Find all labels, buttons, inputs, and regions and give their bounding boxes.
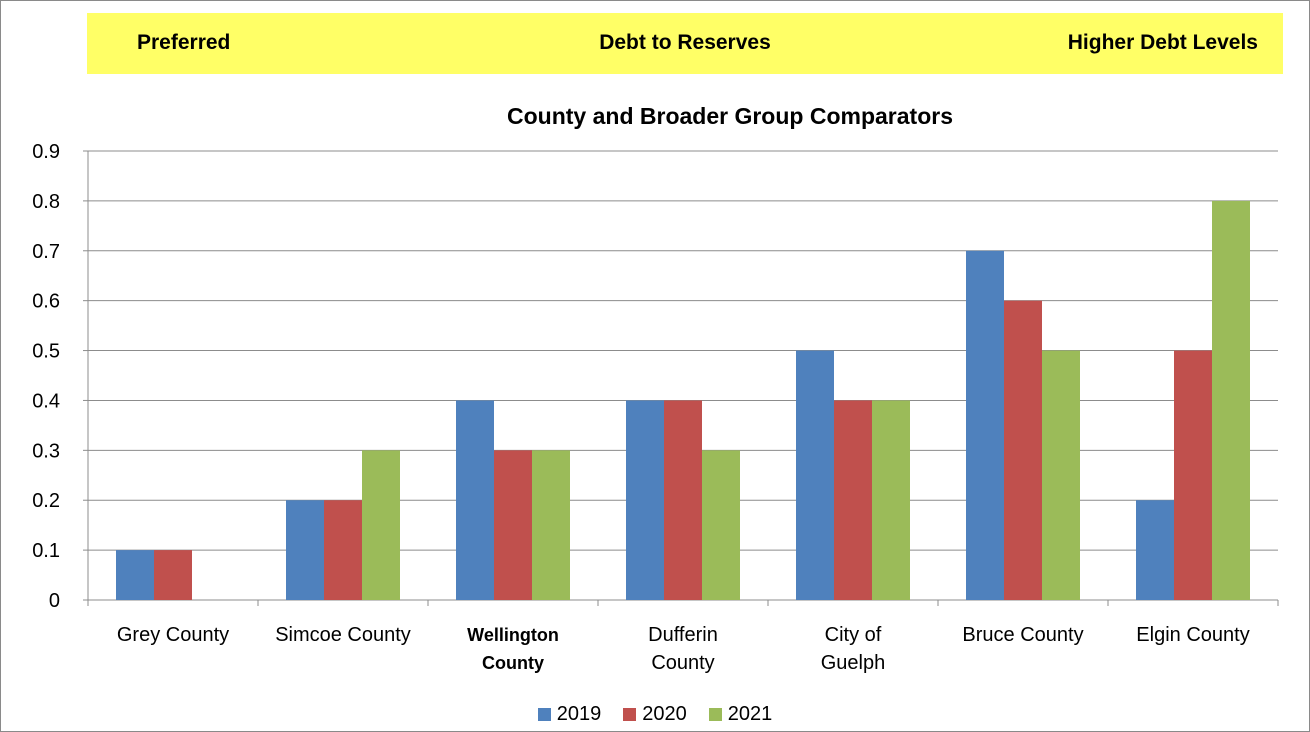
bar-2020 (154, 550, 192, 600)
legend-label-2021: 2021 (727, 703, 773, 725)
bar-2019 (626, 400, 664, 600)
bar-2019 (1136, 500, 1174, 600)
bar-2020 (324, 500, 362, 600)
y-tick-label: 0.8 (32, 191, 60, 213)
chart-title: County and Broader Group Comparators (507, 103, 953, 129)
y-tick-label: 0.2 (32, 490, 60, 512)
y-tick-label: 0.1 (32, 540, 60, 562)
bar-2020 (1004, 300, 1042, 600)
bar-2021 (1212, 200, 1250, 600)
bar-2021 (702, 450, 740, 600)
legend-label-2019: 2019 (556, 703, 602, 725)
legend-swatch-2019 (537, 708, 551, 721)
y-tick-label: 0.4 (32, 390, 60, 412)
x-tick-label: Simcoe County (275, 624, 411, 646)
bar-2019 (116, 550, 154, 600)
x-tick-label: County (482, 653, 544, 673)
legend-item-2021: 2021 (708, 703, 773, 726)
legend-swatch-2021 (708, 708, 722, 721)
bar-2019 (796, 350, 834, 600)
bar-2019 (456, 400, 494, 600)
banner-center-label: Debt to Reserves (599, 31, 771, 54)
y-tick-label: 0.6 (32, 291, 60, 313)
y-tick-label: 0.5 (32, 341, 60, 363)
banner-right-label: Higher Debt Levels (1067, 31, 1258, 54)
x-tick-label: City of (825, 624, 882, 646)
bar-2020 (494, 450, 532, 600)
x-tick-label: County (651, 652, 714, 674)
legend-label-2020: 2020 (642, 703, 687, 725)
bar-2019 (966, 250, 1004, 600)
bar-2021 (532, 450, 570, 600)
legend-swatch-2020 (623, 708, 637, 721)
y-tick-label: 0 (49, 590, 60, 612)
bar-2019 (286, 500, 324, 600)
bar-2020 (664, 400, 702, 600)
x-tick-label: Elgin County (1136, 624, 1249, 646)
banner-left-label: Preferred (137, 31, 231, 54)
bar-2021 (362, 450, 400, 600)
legend-item-2020: 2020 (623, 703, 687, 726)
bar-2021 (1042, 350, 1080, 600)
x-tick-label: Grey County (117, 624, 229, 646)
y-tick-label: 0.7 (32, 241, 60, 263)
legend-item-2019: 2019 (537, 703, 602, 726)
x-tick-label: Bruce County (962, 624, 1083, 646)
bar-2020 (834, 400, 872, 600)
y-tick-label: 0.9 (32, 141, 60, 163)
bar-2021 (872, 400, 910, 600)
x-tick-label: Dufferin (648, 624, 718, 646)
header-banner: Preferred Debt to Reserves Higher Debt L… (87, 13, 1283, 74)
x-tick-label: Guelph (821, 652, 886, 674)
y-tick-label: 0.3 (32, 440, 60, 462)
x-tick-label: Wellington (467, 625, 559, 645)
legend: 2019 2020 2021 (0, 703, 1310, 726)
bar-2020 (1174, 350, 1212, 600)
